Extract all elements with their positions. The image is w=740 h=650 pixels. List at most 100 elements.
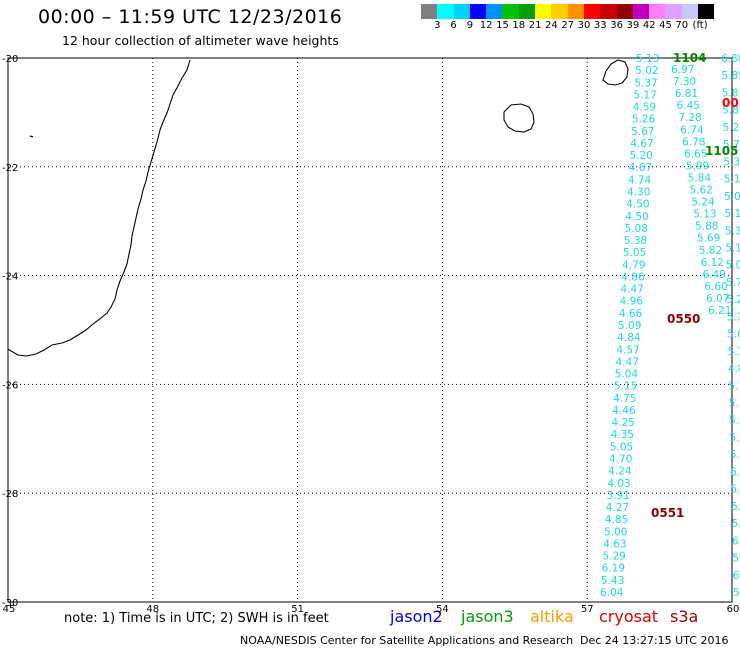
pass-time-label: 00 (722, 96, 739, 110)
track-c-wave-height: 5.20 (723, 122, 740, 134)
track-b-wave-height: 6.97 (671, 64, 694, 76)
colorbar-tick-label: 9 (466, 20, 474, 31)
track-c-wave-height: 5.09 (724, 191, 740, 203)
track-a-wave-height: 6.04 (600, 587, 624, 599)
colorbar-swatch (486, 4, 503, 19)
track-a-wave-height: 4.79 (622, 259, 645, 271)
colorbar-tick-label: 27 (561, 20, 575, 31)
track-c-wave-height: 6.00 (730, 466, 740, 478)
track-a-wave-height: 4.63 (603, 538, 626, 550)
colorbar-tick-label: 33 (593, 20, 607, 31)
track-c-wave-height: 5.78 (728, 380, 740, 392)
track-c-wave-height: 5.17 (728, 346, 740, 358)
track-a-wave-height: 5.37 (634, 77, 657, 89)
map-frame (7, 57, 733, 603)
colorbar-tick-label: 24 (545, 20, 558, 31)
colorbar-tick-label: 42 (642, 20, 656, 31)
latitude-tick-label: -20 (2, 54, 18, 65)
track-c-wave-height: 4.89 (728, 363, 740, 375)
track-c-wave-height: 5.71 (726, 277, 740, 289)
longitude-tick-label: 48 (146, 604, 159, 615)
track-c-wave-height: 5.31 (727, 311, 740, 323)
track-b-wave-height: 6.78 (682, 136, 705, 148)
colorbar-swatch (437, 4, 454, 19)
track-a-wave-height: 5.15 (614, 381, 637, 393)
track-a-wave-height: 5.05 (610, 441, 633, 453)
track-b-wave-height: 6.81 (675, 88, 698, 100)
mauritius-island (602, 59, 629, 86)
colorbar-legend (421, 4, 715, 20)
track-a-wave-height: 4.27 (606, 502, 629, 514)
colorbar-swatch (567, 4, 584, 19)
colorbar-swatch (649, 4, 666, 19)
track-a-wave-height: 5.04 (615, 369, 639, 381)
map-title: 00:00 – 11:59 UTC 12/23/2016 (38, 6, 343, 28)
colorbar-swatch (551, 4, 568, 19)
colorbar-tick-label: 12 (479, 20, 493, 31)
track-c-wave-height: 5.19 (725, 242, 740, 254)
track-a-wave-height: 4.59 (633, 102, 656, 114)
track-c-wave-height: 5.90 (731, 518, 740, 530)
track-a-wave-height: 5.20 (629, 150, 652, 162)
track-a-wave-height: 4.84 (617, 332, 641, 344)
track-a-wave-height: 4.03 (607, 478, 630, 490)
longitude-tick-label: 57 (581, 604, 594, 615)
generation-timestamp: Dec 24 13:27:15 UTC 2016 (580, 634, 729, 647)
latitude-tick-label: -28 (2, 489, 18, 500)
track-c-wave-height: 5.85 (721, 70, 740, 82)
track-a-wave-height: 5.17 (634, 89, 657, 101)
colorbar-tick-label: 70 (675, 20, 689, 31)
track-a-wave-height: 4.67 (630, 138, 653, 150)
colorbar-swatch (502, 4, 519, 19)
latitude-labels: -20 -22 -24 -26 -28 -30 (2, 54, 18, 609)
track-a-wave-height: 4.70 (609, 454, 632, 466)
colorbar-tick-label: 30 (577, 20, 591, 31)
track-a-wave-height: 4.25 (611, 417, 634, 429)
latitude-tick-label: -22 (2, 163, 18, 174)
track-b-wave-height: 5.13 (693, 209, 716, 221)
track-a-wave-height: 4.47 (616, 356, 639, 368)
track-a-wave-height: 4.67 (629, 162, 652, 174)
track-a-wave-height: 5.26 (632, 114, 656, 126)
track-b-wave-height: 6.45 (677, 100, 700, 112)
colorbar-tick-label: 21 (528, 20, 542, 31)
track-b-wave-height: 5.62 (690, 185, 713, 197)
track-a-wave-height: 4.57 (616, 344, 639, 356)
track-b-wave-height: 6.65 (684, 148, 707, 160)
credit-line: NOAA/NESDIS Center for Satellite Applica… (240, 634, 574, 647)
satellite-legend-altika: altika (530, 607, 574, 626)
track-a-wave-height: 4.24 (608, 466, 632, 478)
colorbar-tick-label: (ft) (692, 20, 708, 31)
track-c-wave-height: 5.21 (730, 432, 740, 444)
track-c-wave-height: 5.01 (726, 260, 740, 272)
track-c-wave-height: 5.75 (723, 139, 740, 151)
colorbar-tick-label: 36 (610, 20, 623, 31)
track-c-wave-height: 6.05 (733, 570, 740, 582)
longitude-tick-label: 60 (727, 604, 740, 615)
track-a-wave-height: 5.02 (635, 65, 658, 77)
track-a-wave-height: 3.91 (607, 490, 630, 502)
track-c-wave-height: 5.30 (730, 449, 740, 461)
track-a-wave-height: 5.00 (604, 526, 627, 538)
colorbar-swatch (421, 4, 438, 19)
track-a-wave-height: 4.85 (605, 514, 628, 526)
footer-note: note: 1) Time is in UTC; 2) SWH is in fe… (64, 611, 329, 626)
track-c-wave-height: 5.89 (722, 105, 740, 117)
pass-time-label: 1105 (705, 144, 738, 158)
colorbar-swatch (665, 4, 682, 19)
longitude-tick-label: 54 (436, 604, 449, 615)
pass-time-labels: 1104 00 1105 0550 0551 (651, 51, 739, 520)
track-b-wave-height: 6.60 (704, 281, 727, 293)
track-a-wave-height: 5.13 (636, 53, 659, 65)
colorbar-tick-label: 39 (626, 20, 640, 31)
satellite-legend-s3a: s3a (670, 607, 699, 626)
track-a-wave-height: 5.09 (618, 320, 641, 332)
track-b-wave-height: 7.30 (673, 76, 696, 88)
track-c-wave-height: 5.38 (725, 225, 740, 237)
grid-lines (8, 58, 732, 602)
track-c-wave-height: 6.80 (721, 53, 740, 65)
colorbar-swatch (698, 4, 715, 19)
latitude-tick-label: -30 (2, 598, 18, 609)
track-c-wave-height: 5.17 (724, 208, 740, 220)
